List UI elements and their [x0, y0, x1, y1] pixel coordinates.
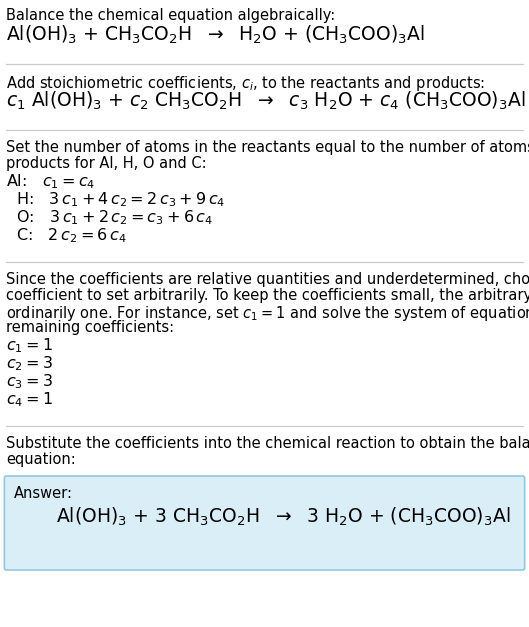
Text: equation:: equation: — [6, 452, 76, 467]
Text: ordinarily one. For instance, set $c_1 = 1$ and solve the system of equations fo: ordinarily one. For instance, set $c_1 =… — [6, 304, 529, 323]
Text: $c_3 = 3$: $c_3 = 3$ — [6, 372, 53, 391]
Text: products for Al, H, O and C:: products for Al, H, O and C: — [6, 156, 207, 171]
Text: Substitute the coefficients into the chemical reaction to obtain the balanced: Substitute the coefficients into the che… — [6, 436, 529, 451]
Text: $c_1$ Al(OH)$_3$ + $c_2$ CH$_3$CO$_2$H  $\rightarrow$  $c_3$ H$_2$O + $c_4$ (CH$: $c_1$ Al(OH)$_3$ + $c_2$ CH$_3$CO$_2$H $… — [6, 90, 526, 112]
Text: Set the number of atoms in the reactants equal to the number of atoms in the: Set the number of atoms in the reactants… — [6, 140, 529, 155]
Text: Add stoichiometric coefficients, $c_i$, to the reactants and products:: Add stoichiometric coefficients, $c_i$, … — [6, 74, 486, 93]
Text: O:   $3\,c_1 + 2\,c_2 = c_3 + 6\,c_4$: O: $3\,c_1 + 2\,c_2 = c_3 + 6\,c_4$ — [6, 208, 213, 227]
Text: $c_4 = 1$: $c_4 = 1$ — [6, 390, 53, 409]
Text: remaining coefficients:: remaining coefficients: — [6, 320, 175, 335]
Text: Balance the chemical equation algebraically:: Balance the chemical equation algebraica… — [6, 8, 335, 23]
Text: coefficient to set arbitrarily. To keep the coefficients small, the arbitrary va: coefficient to set arbitrarily. To keep … — [6, 288, 529, 303]
Text: Answer:: Answer: — [14, 486, 74, 501]
Text: H:   $3\,c_1 + 4\,c_2 = 2\,c_3 + 9\,c_4$: H: $3\,c_1 + 4\,c_2 = 2\,c_3 + 9\,c_4$ — [6, 190, 225, 209]
Text: Al(OH)$_3$ + 3 CH$_3$CO$_2$H  $\rightarrow$  3 H$_2$O + (CH$_3$COO)$_3$Al: Al(OH)$_3$ + 3 CH$_3$CO$_2$H $\rightarro… — [57, 506, 511, 529]
Text: C:   $2\,c_2 = 6\,c_4$: C: $2\,c_2 = 6\,c_4$ — [6, 226, 127, 245]
Text: Al:   $c_1 = c_4$: Al: $c_1 = c_4$ — [6, 172, 96, 191]
Text: $c_1 = 1$: $c_1 = 1$ — [6, 336, 53, 355]
Text: Al(OH)$_3$ + CH$_3$CO$_2$H  $\rightarrow$  H$_2$O + (CH$_3$COO)$_3$Al: Al(OH)$_3$ + CH$_3$CO$_2$H $\rightarrow$… — [6, 24, 425, 46]
FancyBboxPatch shape — [4, 476, 525, 570]
Text: Since the coefficients are relative quantities and underdetermined, choose a: Since the coefficients are relative quan… — [6, 272, 529, 287]
Text: $c_2 = 3$: $c_2 = 3$ — [6, 354, 53, 372]
